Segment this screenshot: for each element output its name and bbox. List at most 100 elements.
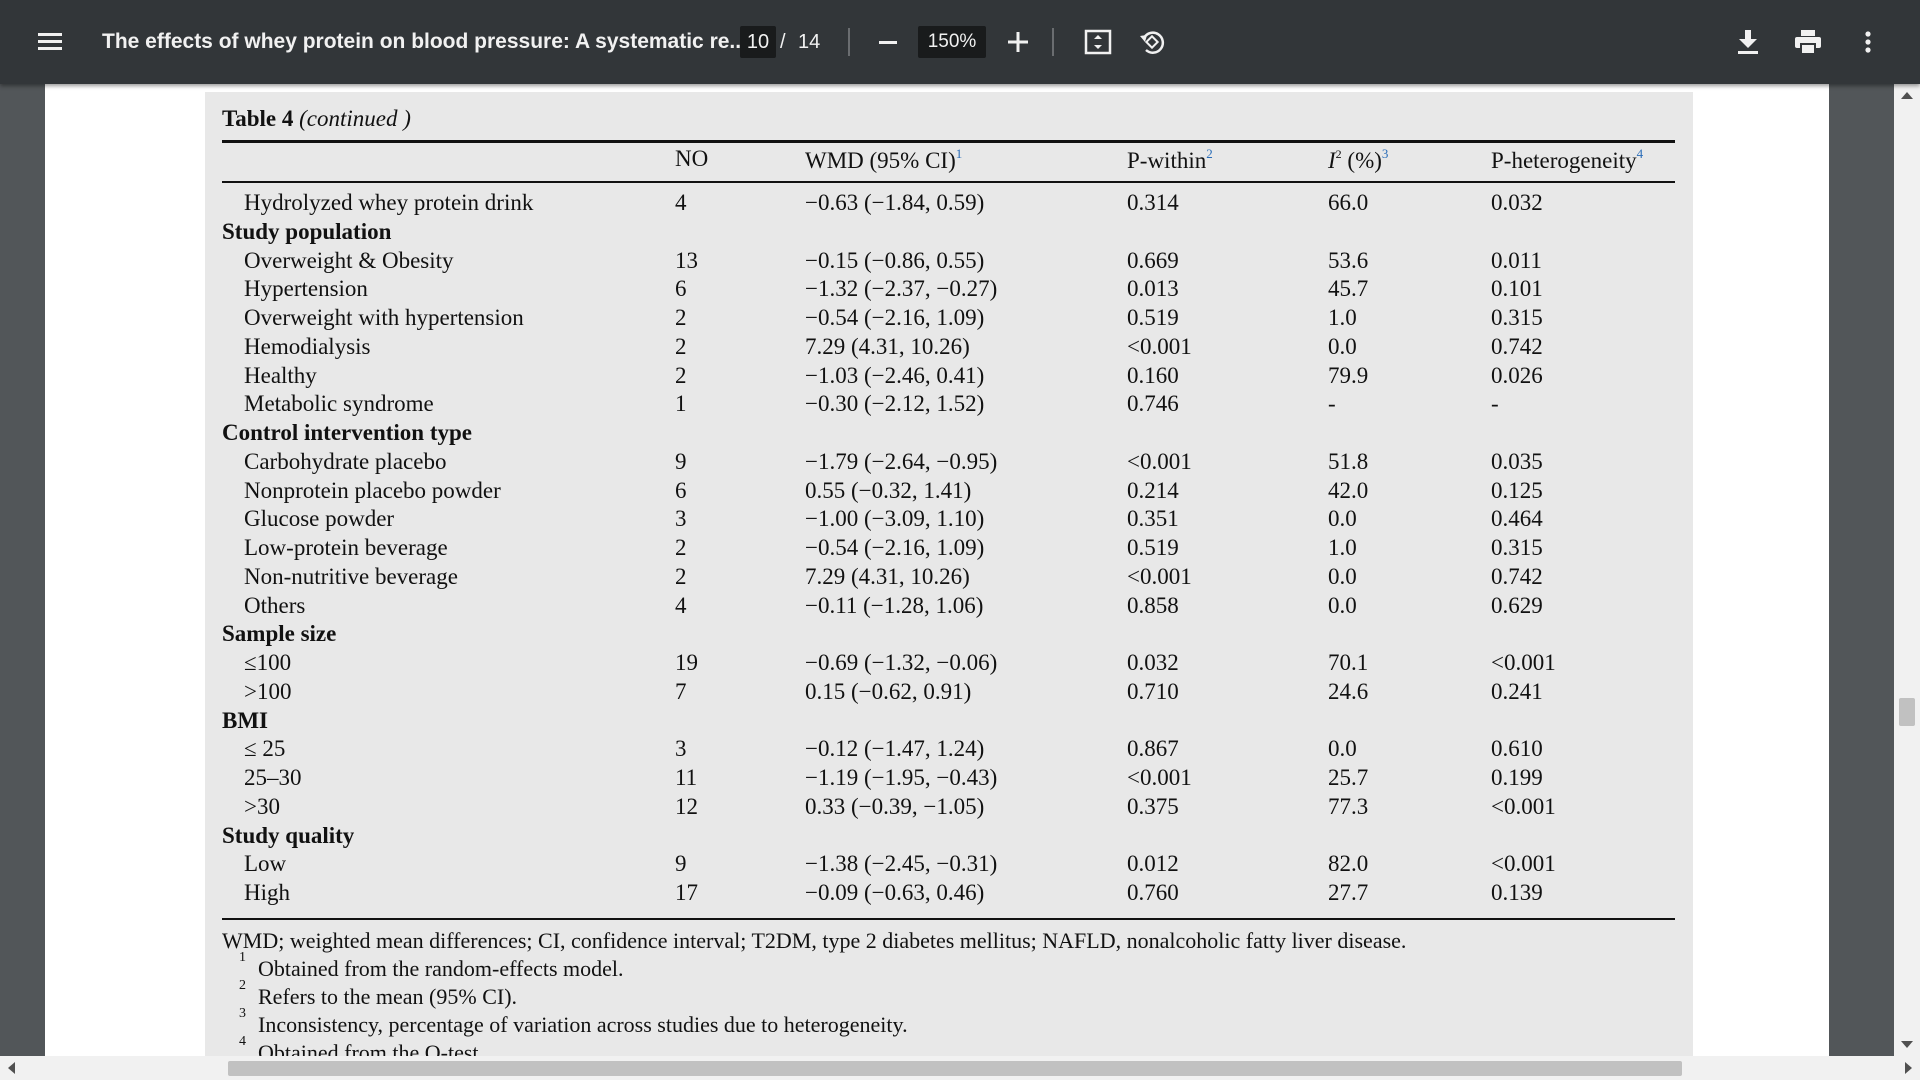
download-button[interactable] [1728, 22, 1768, 62]
toolbar-divider [1052, 28, 1054, 56]
cell-wmd: 7.29 (4.31, 10.26) [805, 333, 970, 359]
cell-i2: 1.0 [1328, 535, 1357, 560]
cell-wmd: 0.15 (−0.62, 0.91) [805, 678, 972, 704]
scroll-up-arrow-icon[interactable] [1901, 92, 1913, 99]
row-label: Low [244, 851, 287, 877]
cell-p-within: 0.858 [1127, 592, 1179, 618]
cell-no: 3 [675, 736, 687, 762]
table-row: Overweight with hypertension 2 −0.54 (−2.1… [205, 303, 1693, 332]
zoom-in-button[interactable] [998, 22, 1038, 62]
cell-wmd: −0.63 (−1.84, 0.59) [805, 190, 985, 215]
cell-no: 17 [675, 880, 698, 905]
more-options-button[interactable] [1848, 22, 1888, 62]
row-label: Hydrolyzed whey protein drink [244, 190, 534, 215]
cell-wmd: −0.69 (−1.32, −0.06) [805, 650, 998, 675]
print-button[interactable] [1788, 22, 1828, 62]
rotate-button[interactable] [1132, 22, 1172, 62]
cell-wmd: 7.29 (4.31, 10.26) [805, 563, 970, 589]
vertical-scrollbar[interactable] [1894, 84, 1920, 1056]
cell-p-within: 0.160 [1127, 362, 1179, 388]
row-label: Overweight & Obesity [244, 247, 454, 273]
cell-p-within: 0.351 [1127, 506, 1179, 532]
group-label: Study quality [222, 822, 355, 848]
header-wmd: WMD (95% CI)1 [805, 146, 963, 173]
header-i2: I2 (%)3 [1328, 146, 1389, 173]
cell-wmd: −0.54 (−2.16, 1.09) [805, 305, 985, 330]
fit-page-icon [1084, 29, 1112, 55]
cell-p-heterogeneity: 0.125 [1491, 477, 1543, 503]
cell-no: 2 [675, 305, 687, 330]
scroll-right-arrow-icon[interactable] [1905, 1062, 1912, 1074]
rotate-icon [1140, 31, 1165, 54]
document-viewer[interactable]: Table 4 (continued ) NO WMD (95% CI)1 P-… [0, 84, 1920, 1056]
table-row: Metabolic syndrome 1 −0.30 (−2.12, 1.52) 0.… [205, 389, 1693, 418]
cell-i2: 77.3 [1328, 793, 1369, 819]
table-row: Hydrolyzed whey protein drink 4 −0.63 (−1.… [205, 188, 1693, 217]
row-label: ≤ 25 [244, 736, 286, 762]
table-row: High 17 −0.09 (−0.63, 0.46) 0.760 27.7 0.139 [205, 878, 1693, 907]
table-caption: Table 4 (continued ) [222, 106, 411, 131]
cell-no: 6 [675, 477, 687, 503]
cell-p-heterogeneity: <0.001 [1491, 793, 1556, 819]
cell-no: 1 [675, 391, 687, 417]
table-row: >100 7 0.15 (−0.62, 0.91) 0.710 24.6 0.241 [205, 677, 1693, 706]
cell-i2: 42.0 [1328, 477, 1369, 503]
zoom-out-button[interactable] [868, 22, 908, 62]
row-label: High [244, 880, 290, 905]
table-row: Nonprotein placebo powder 6 0.55 (−0.32, 1… [205, 476, 1693, 505]
table-group-row: Sample size [205, 619, 1693, 648]
cell-wmd: −1.19 (−1.95, −0.43) [805, 765, 998, 790]
cell-p-heterogeneity: 0.032 [1491, 190, 1543, 215]
row-label: Metabolic syndrome [244, 391, 434, 417]
cell-wmd: −0.15 (−0.86, 0.55) [805, 247, 985, 273]
cell-p-heterogeneity: 0.742 [1491, 333, 1543, 359]
cell-no: 12 [675, 793, 698, 819]
cell-i2: 66.0 [1328, 190, 1369, 215]
cell-p-heterogeneity: <0.001 [1491, 851, 1556, 877]
toolbar-divider [848, 28, 850, 56]
vertical-scroll-thumb[interactable] [1899, 698, 1915, 726]
scroll-left-arrow-icon[interactable] [8, 1062, 15, 1074]
cell-wmd: 0.33 (−0.39, −1.05) [805, 793, 985, 819]
menu-button[interactable] [26, 18, 74, 66]
row-label: Nonprotein placebo powder [244, 477, 501, 503]
cell-no: 2 [675, 563, 687, 589]
cell-p-heterogeneity: - [1491, 391, 1499, 417]
cell-i2: 27.7 [1328, 880, 1369, 905]
cell-i2: 1.0 [1328, 305, 1357, 330]
cell-p-within: 0.314 [1127, 190, 1179, 215]
document-title: The effects of whey protein on blood pre… [102, 30, 747, 53]
page-number-input[interactable]: 10 [740, 26, 776, 58]
horizontal-scroll-thumb[interactable] [228, 1061, 1682, 1076]
cell-p-within: 0.519 [1127, 305, 1179, 330]
row-label: >100 [244, 678, 292, 704]
table-row: Low-protein beverage 2 −0.54 (−2.16, 1.09)… [205, 533, 1693, 562]
cell-i2: 45.7 [1328, 276, 1369, 302]
table-group-row: Control intervention type [205, 418, 1693, 447]
cell-i2: 0.0 [1328, 736, 1357, 762]
row-label: Low-protein beverage [244, 535, 448, 560]
fit-page-button[interactable] [1078, 22, 1118, 62]
table-row: Others 4 −0.11 (−1.28, 1.06) 0.858 0.0 0.629 [205, 591, 1693, 620]
cell-i2: 25.7 [1328, 765, 1369, 790]
cell-wmd: −0.11 (−1.28, 1.06) [805, 592, 984, 618]
horizontal-scrollbar[interactable] [0, 1056, 1920, 1080]
cell-wmd: 0.55 (−0.32, 1.41) [805, 477, 972, 503]
row-label: >30 [244, 793, 280, 819]
scroll-down-arrow-icon[interactable] [1901, 1041, 1913, 1048]
zoom-level-input[interactable]: 150% [918, 26, 986, 58]
cell-p-within: 0.214 [1127, 477, 1179, 503]
row-label: 25–30 [244, 765, 302, 790]
menu-icon [38, 33, 62, 51]
group-label: Study population [222, 218, 392, 244]
cell-p-heterogeneity: 0.035 [1491, 448, 1543, 474]
table-row: Carbohydrate placebo 9 −1.79 (−2.64, −0.95… [205, 447, 1693, 476]
group-label: Control intervention type [222, 420, 473, 445]
table-group-row: BMI [205, 706, 1693, 735]
header-no: NO [675, 146, 709, 171]
cell-i2: 82.0 [1328, 851, 1369, 877]
row-label: Glucose powder [244, 506, 395, 532]
table-bottom-rule [222, 918, 1675, 920]
cell-p-within: <0.001 [1127, 448, 1192, 474]
cell-no: 4 [675, 592, 687, 618]
